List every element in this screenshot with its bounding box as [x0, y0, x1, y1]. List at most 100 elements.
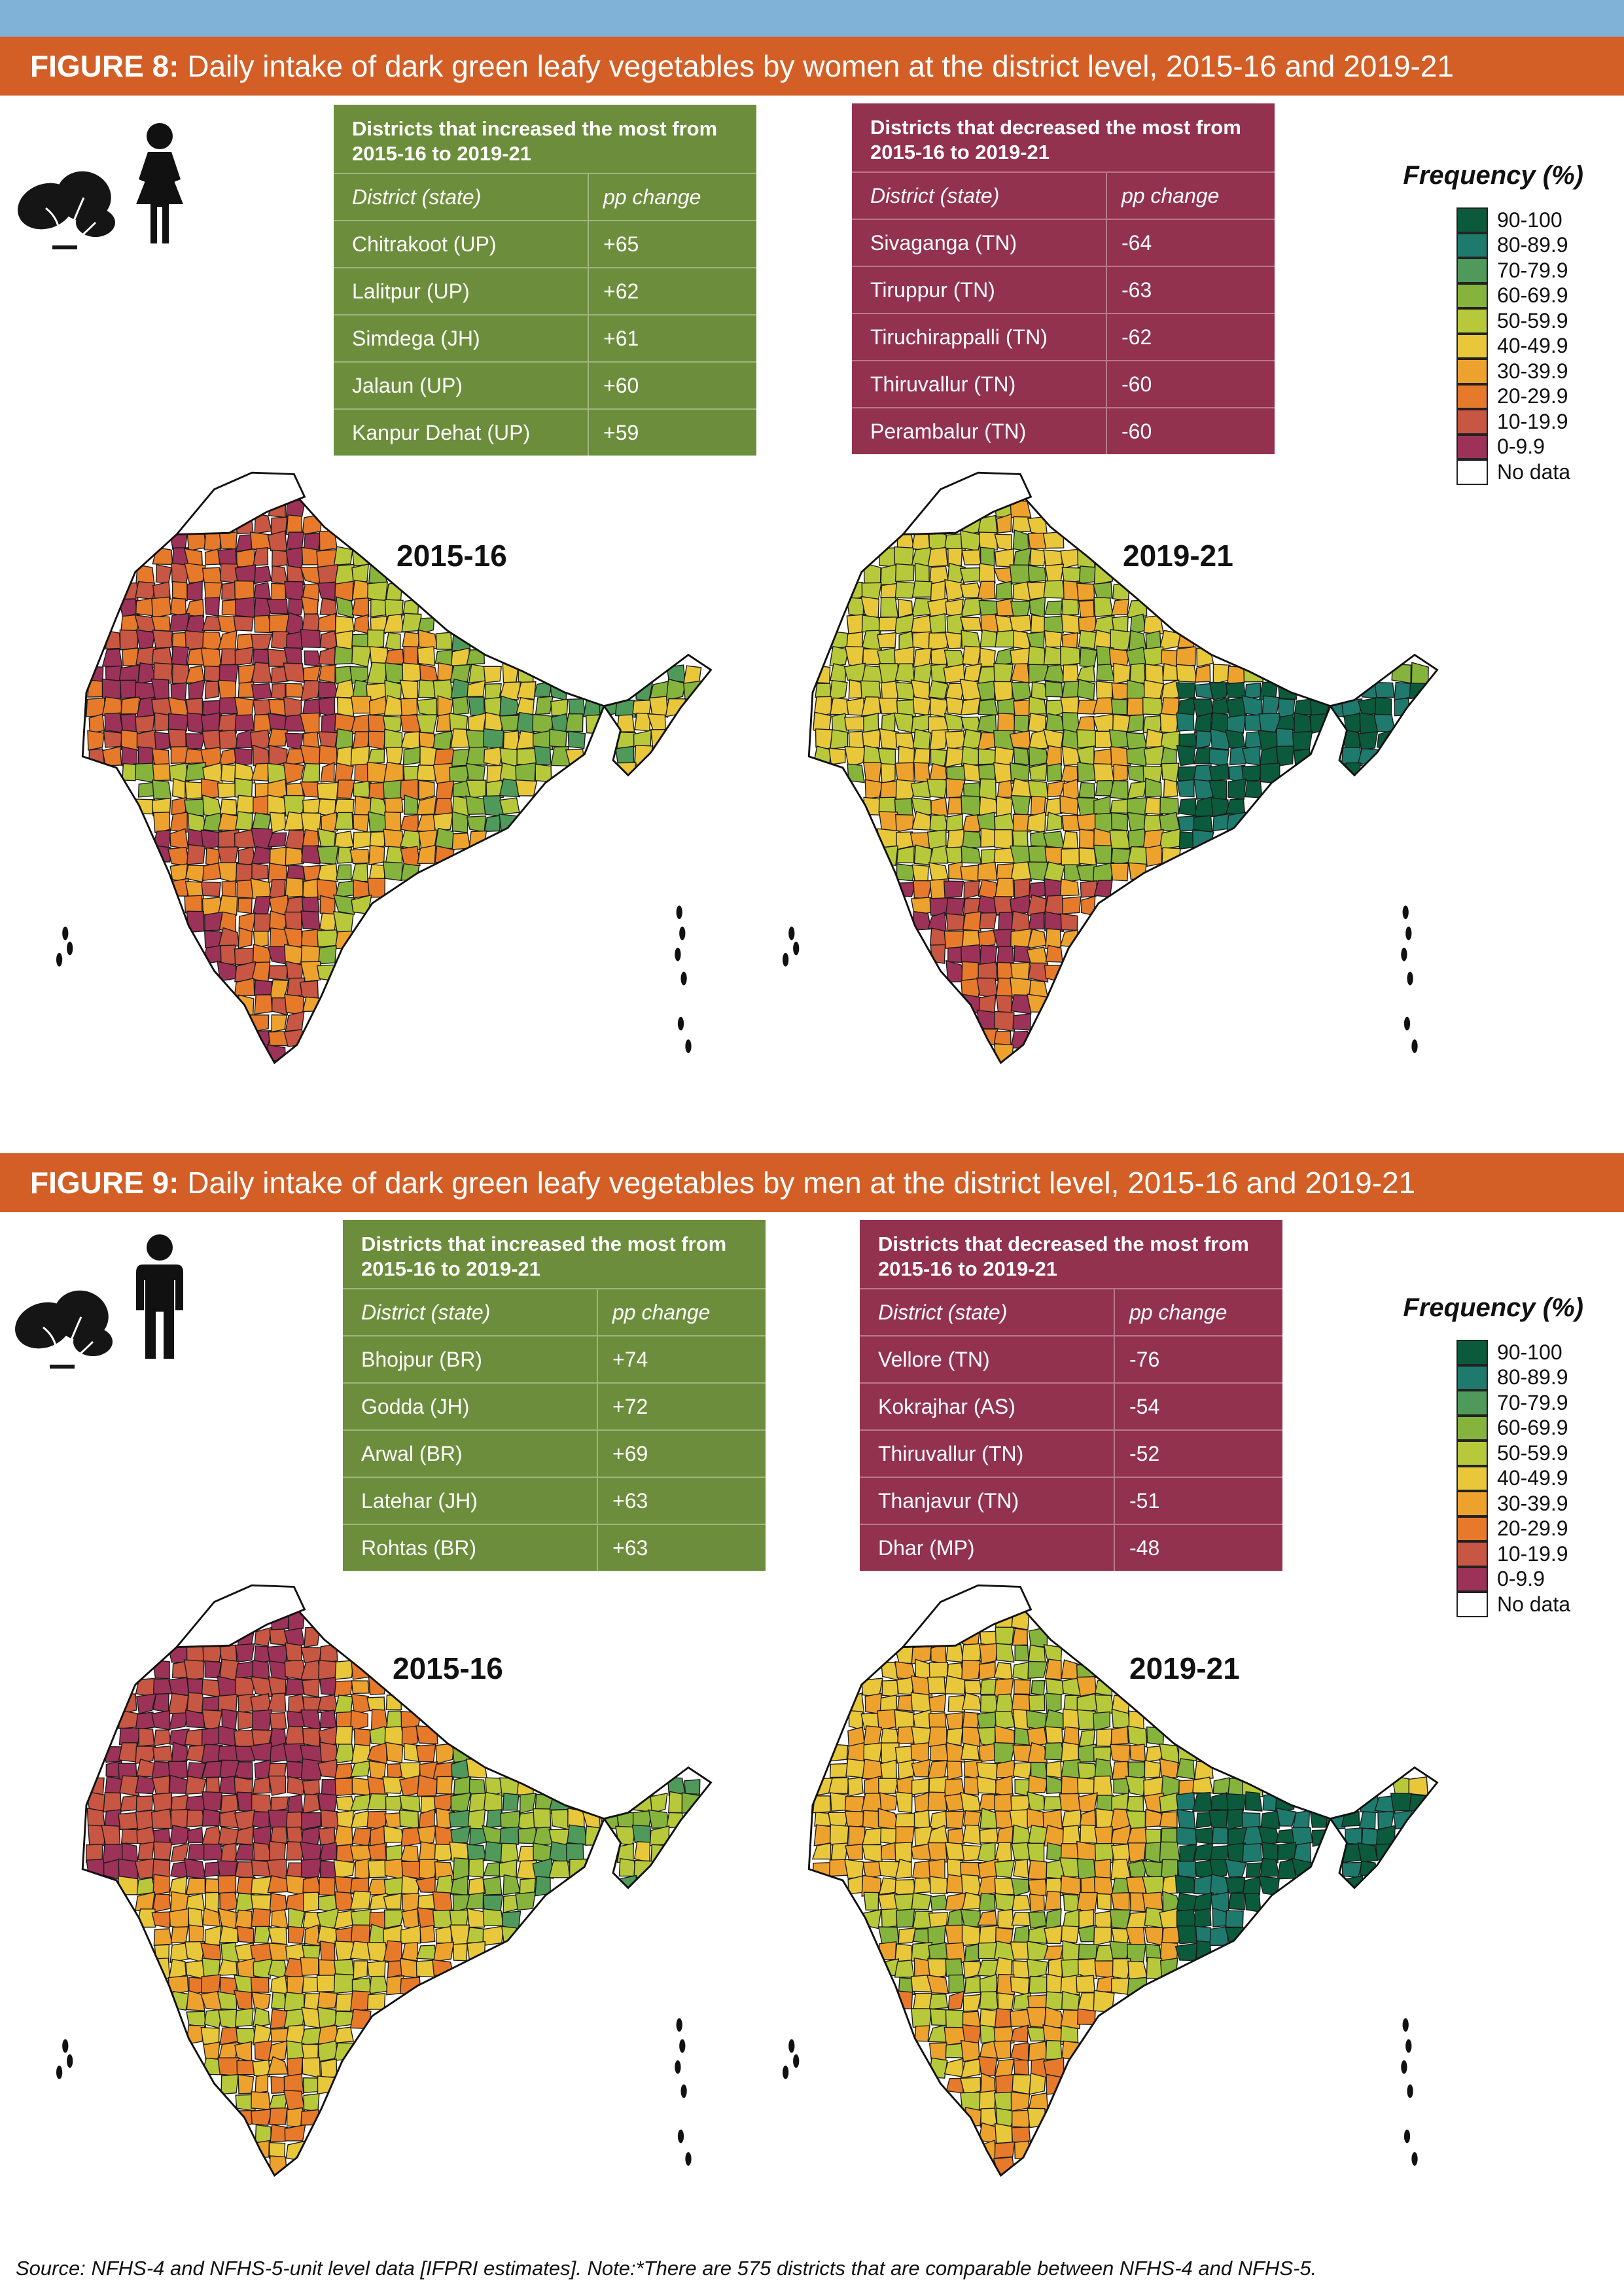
- table-row: Sivaganga (TN) -64: [852, 219, 1275, 266]
- legend-label: 40-49.9: [1497, 1466, 1568, 1490]
- fig8-map-2019-21: [783, 471, 1439, 1064]
- district-cell: Vellore (TN): [860, 1336, 1115, 1382]
- change-cell: +62: [603, 279, 639, 303]
- legend-swatch: [1456, 333, 1488, 359]
- figure-8-label: FIGURE 8:: [30, 49, 179, 83]
- legend-label: 20-29.9: [1497, 1516, 1568, 1541]
- column-header-change: pp change: [1121, 184, 1220, 207]
- table-row: Rohtas (BR) +63: [343, 1524, 766, 1571]
- legend-label: 40-49.9: [1497, 334, 1568, 358]
- man-icon: [136, 1234, 183, 1359]
- legend-item: 80-89.9: [1456, 1365, 1583, 1390]
- legend-swatch: [1456, 1541, 1488, 1567]
- column-header-district: District (state): [860, 1289, 1115, 1335]
- legend-label: 50-59.9: [1497, 1441, 1568, 1465]
- legend-title: Frequency (%): [1403, 161, 1583, 190]
- legend-swatch: [1456, 1415, 1488, 1441]
- source-note: Source: NFHS-4 and NFHS-5-unit level dat…: [16, 2257, 1317, 2280]
- table-header-row: District (state) pp change: [343, 1288, 766, 1335]
- legend-item: 50-59.9: [1456, 1441, 1583, 1466]
- legend-swatch: [1456, 283, 1488, 308]
- legend-item: No data: [1456, 459, 1583, 485]
- district-cell: Lalitpur (UP): [334, 268, 589, 314]
- fig8-increased-table: Districts that increased the most from 2…: [334, 105, 756, 456]
- change-cell: -60: [1121, 420, 1152, 443]
- legend-item: 10-19.9: [1456, 409, 1583, 435]
- top-color-strip: [0, 0, 1624, 37]
- table-row: Tiruchirappalli (TN) -62: [852, 313, 1275, 360]
- change-cell: -76: [1129, 1348, 1160, 1371]
- table-row: Arwal (BR) +69: [343, 1429, 766, 1477]
- fig8-decreased-table: Districts that decreased the most from 2…: [852, 103, 1275, 454]
- legend-item: 20-29.9: [1456, 384, 1583, 409]
- legend-swatch: [1456, 308, 1488, 334]
- fig9-map-2019-21: [783, 1584, 1439, 2177]
- table-row: Lalitpur (UP) +62: [334, 267, 756, 314]
- legend-swatch: [1456, 384, 1488, 409]
- legend-item: 30-39.9: [1456, 1491, 1583, 1516]
- district-cell: Jalaun (UP): [334, 363, 589, 408]
- table-row: Latehar (JH) +63: [343, 1477, 766, 1524]
- legend-swatch: [1456, 1441, 1488, 1466]
- legend-item: 90-100: [1456, 207, 1583, 233]
- legend-label: 80-89.9: [1497, 233, 1568, 257]
- legend-item: 20-29.9: [1456, 1516, 1583, 1541]
- fig9-decreased-table: Districts that decreased the most from 2…: [860, 1220, 1282, 1571]
- legend-swatch: [1456, 459, 1488, 485]
- district-cell: Simdega (JH): [334, 315, 589, 361]
- column-header-district: District (state): [334, 174, 589, 220]
- fig9-legend: Frequency (%) 90-100 80-89.9 70-79.9 60-69.…: [1387, 1293, 1583, 1617]
- column-header-change: pp change: [603, 185, 701, 209]
- column-header-change: pp change: [612, 1300, 711, 1324]
- table-header-row: District (state) pp change: [852, 171, 1275, 219]
- change-cell: -54: [1129, 1395, 1160, 1418]
- legend-swatch: [1456, 1340, 1488, 1365]
- district-cell: Kokrajhar (AS): [860, 1384, 1115, 1429]
- fig8-legend: Frequency (%) 90-100 80-89.9 70-79.9 60-69.…: [1387, 161, 1583, 485]
- legend-label: No data: [1497, 459, 1571, 484]
- legend-swatch: [1456, 1491, 1488, 1516]
- district-cell: Dhar (MP): [860, 1525, 1115, 1571]
- district-cell: Chitrakoot (UP): [334, 221, 589, 267]
- legend-item: 60-69.9: [1456, 283, 1583, 308]
- legend-swatch: [1456, 409, 1488, 435]
- legend-label: No data: [1497, 1592, 1571, 1616]
- legend-swatch: [1456, 1390, 1488, 1416]
- change-cell: +59: [603, 421, 639, 444]
- fig9-increased-table: Districts that increased the most from 2…: [343, 1220, 766, 1571]
- change-cell: +74: [612, 1348, 648, 1371]
- column-header-district: District (state): [852, 173, 1107, 219]
- fig8-map-label-right: 2019-21: [1123, 539, 1233, 573]
- district-cell: Bhojpur (BR): [343, 1336, 598, 1382]
- fig8-map-2015-16: [56, 471, 713, 1064]
- district-cell: Thanjavur (TN): [860, 1478, 1115, 1524]
- legend-label: 70-79.9: [1497, 258, 1568, 282]
- legend-item: No data: [1456, 1592, 1583, 1617]
- legend-item: 30-39.9: [1456, 359, 1583, 384]
- legend-label: 50-59.9: [1497, 308, 1568, 332]
- district-cell: Thiruvallur (TN): [852, 361, 1107, 407]
- change-cell: -51: [1129, 1489, 1160, 1513]
- change-cell: +65: [603, 232, 639, 256]
- legend-title: Frequency (%): [1403, 1293, 1583, 1322]
- column-header-district: District (state): [343, 1289, 598, 1335]
- table-title: Districts that increased the most from 2…: [361, 1232, 727, 1280]
- district-cell: Godda (JH): [343, 1384, 598, 1429]
- table-row: Jalaun (UP) +60: [334, 361, 756, 408]
- district-cell: Tiruppur (TN): [852, 267, 1107, 313]
- legend-item: 0-9.9: [1456, 434, 1583, 459]
- legend-label: 90-100: [1497, 1340, 1562, 1364]
- legend-swatch: [1456, 359, 1488, 384]
- district-cell: Rohtas (BR): [343, 1525, 598, 1571]
- legend-label: 80-89.9: [1497, 1365, 1568, 1390]
- table-row: Tiruppur (TN) -63: [852, 266, 1275, 313]
- legend-swatch: [1456, 1592, 1488, 1617]
- figure-9-caption: Daily intake of dark green leafy vegetab…: [179, 1166, 1416, 1200]
- table-row: Chitrakoot (UP) +65: [334, 220, 756, 267]
- legend-swatch: [1456, 1566, 1488, 1592]
- woman-icon: [136, 123, 183, 243]
- legend-item: 70-79.9: [1456, 1390, 1583, 1416]
- legend-item: 50-59.9: [1456, 308, 1583, 334]
- change-cell: -48: [1129, 1536, 1160, 1560]
- change-cell: +63: [612, 1489, 648, 1513]
